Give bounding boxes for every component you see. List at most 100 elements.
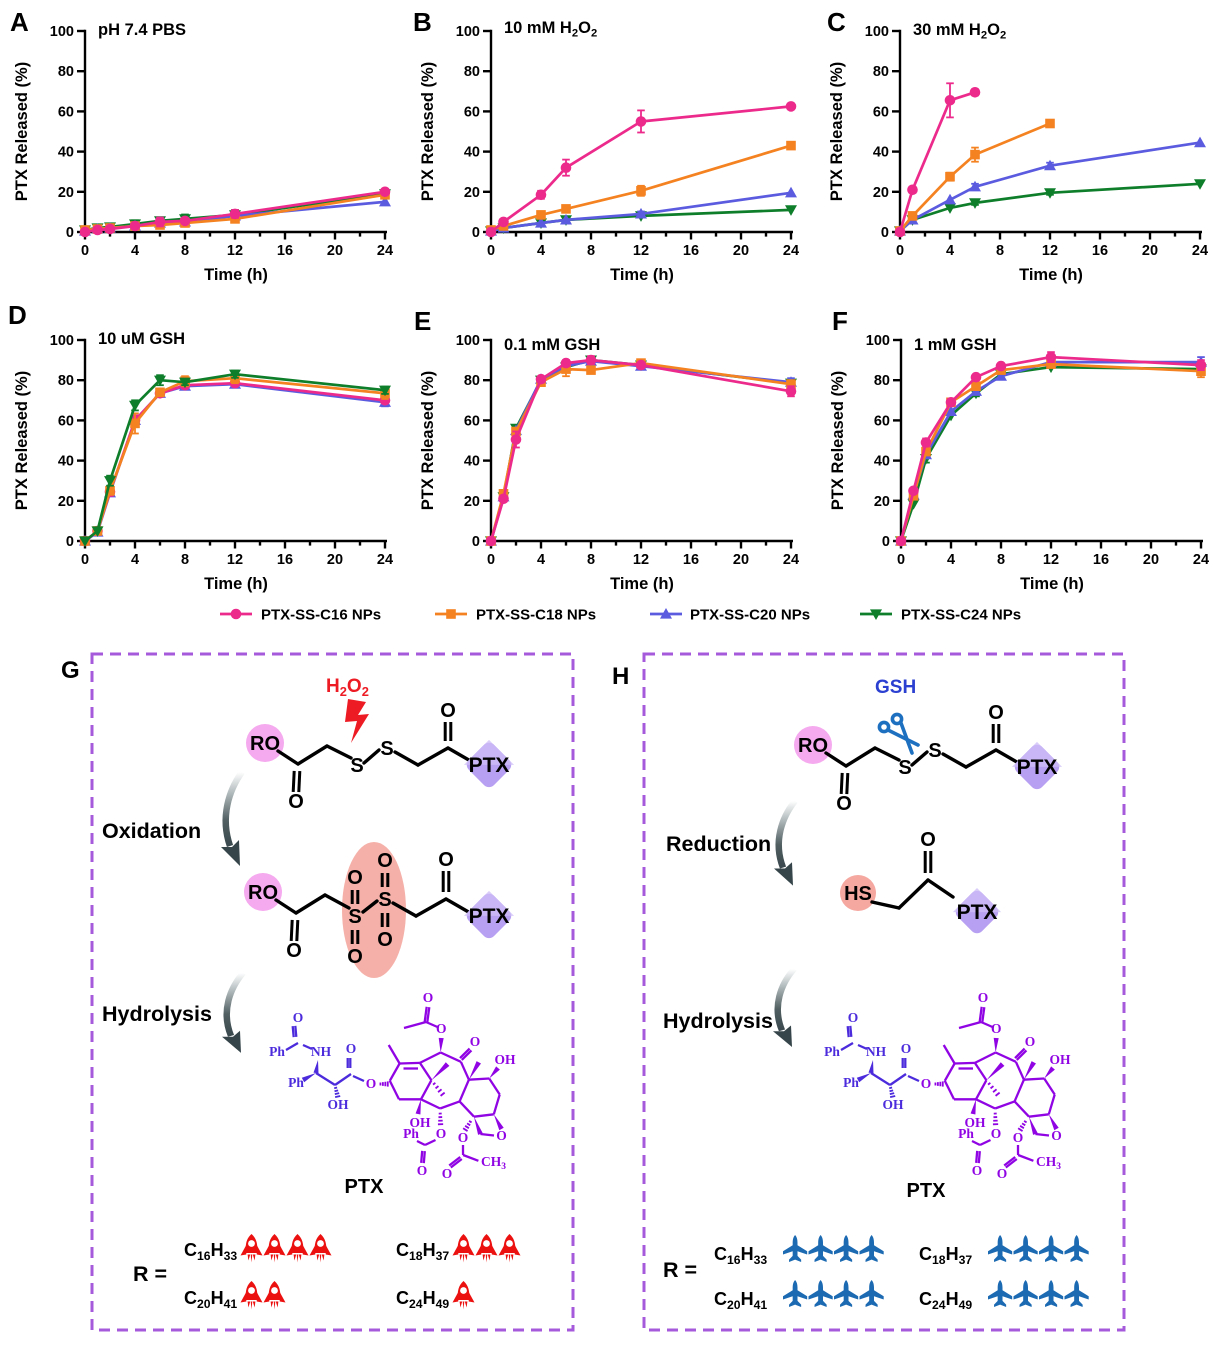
svg-text:PTX: PTX — [1017, 756, 1058, 779]
svg-text:D: D — [8, 300, 27, 330]
svg-text:O: O — [377, 850, 393, 872]
svg-text:4: 4 — [131, 243, 139, 259]
svg-text:OH: OH — [1049, 1052, 1071, 1067]
svg-text:0: 0 — [66, 225, 74, 241]
svg-text:O: O — [997, 1166, 1008, 1181]
svg-text:60: 60 — [874, 413, 890, 429]
svg-text:Ph: Ph — [403, 1126, 419, 1141]
svg-text:8: 8 — [587, 243, 595, 259]
svg-text:E: E — [414, 306, 431, 336]
svg-text:O: O — [901, 1041, 912, 1056]
svg-text:100: 100 — [866, 333, 890, 349]
svg-text:100: 100 — [50, 24, 74, 40]
svg-text:PTX Released (%): PTX Released (%) — [829, 371, 847, 510]
svg-text:O: O — [1025, 1034, 1036, 1049]
svg-text:Time (h): Time (h) — [610, 575, 674, 593]
svg-text:S: S — [348, 906, 361, 928]
svg-text:RO: RO — [248, 882, 278, 904]
svg-text:Hydrolysis: Hydrolysis — [102, 1002, 212, 1026]
svg-text:O: O — [978, 990, 989, 1005]
svg-text:O: O — [470, 1034, 481, 1049]
svg-text:40: 40 — [873, 145, 889, 161]
svg-text:O: O — [921, 1076, 932, 1091]
svg-text:O: O — [417, 1163, 428, 1178]
svg-text:12: 12 — [227, 243, 243, 259]
svg-text:80: 80 — [873, 64, 889, 80]
svg-text:16: 16 — [277, 552, 293, 568]
svg-text:100: 100 — [865, 24, 889, 40]
svg-text:O: O — [920, 829, 936, 851]
svg-text:4: 4 — [947, 552, 955, 568]
svg-text:Time (h): Time (h) — [1020, 575, 1084, 593]
svg-text:PTX: PTX — [907, 1180, 947, 1202]
svg-text:Time (h): Time (h) — [1019, 266, 1083, 284]
svg-text:S: S — [380, 738, 393, 760]
svg-text:20: 20 — [874, 494, 890, 510]
svg-text:40: 40 — [874, 454, 890, 470]
svg-text:O: O — [988, 702, 1004, 724]
svg-text:4: 4 — [946, 243, 954, 259]
svg-text:O: O — [848, 1010, 859, 1025]
svg-text:4: 4 — [131, 552, 139, 568]
svg-text:O: O — [347, 867, 363, 889]
svg-text:24: 24 — [1192, 243, 1208, 259]
svg-text:O: O — [377, 929, 393, 951]
svg-text:Hydrolysis: Hydrolysis — [663, 1009, 773, 1033]
svg-text:16: 16 — [683, 243, 699, 259]
svg-text:20: 20 — [58, 185, 74, 201]
svg-text:PTX Released (%): PTX Released (%) — [419, 62, 437, 201]
svg-text:Ph: Ph — [288, 1075, 304, 1090]
svg-text:S: S — [928, 740, 941, 762]
svg-text:60: 60 — [464, 413, 480, 429]
svg-text:F: F — [832, 306, 848, 336]
svg-text:20: 20 — [464, 185, 480, 201]
svg-text:0: 0 — [882, 534, 890, 550]
svg-text:0: 0 — [487, 552, 495, 568]
svg-text:PTX Released (%): PTX Released (%) — [13, 371, 31, 510]
svg-text:12: 12 — [227, 552, 243, 568]
svg-text:Time (h): Time (h) — [610, 266, 674, 284]
svg-text:O: O — [423, 990, 434, 1005]
svg-text:8: 8 — [996, 243, 1004, 259]
svg-text:8: 8 — [997, 552, 1005, 568]
svg-text:30 mM H2​O2​: 30 mM H2​O2​ — [913, 21, 1006, 42]
svg-text:HS: HS — [844, 883, 872, 905]
svg-text:O: O — [347, 946, 363, 968]
svg-text:OH: OH — [882, 1097, 904, 1112]
svg-text:RO: RO — [798, 735, 828, 757]
svg-text:40: 40 — [58, 145, 74, 161]
svg-text:PTX Released (%): PTX Released (%) — [13, 62, 31, 201]
svg-text:PTX Released (%): PTX Released (%) — [828, 62, 846, 201]
svg-text:G: G — [61, 657, 80, 684]
svg-text:24: 24 — [783, 243, 799, 259]
svg-text:0: 0 — [66, 534, 74, 550]
svg-text:80: 80 — [464, 64, 480, 80]
svg-text:20: 20 — [1143, 552, 1159, 568]
svg-text:0: 0 — [897, 552, 905, 568]
svg-text:80: 80 — [58, 373, 74, 389]
svg-text:0: 0 — [896, 243, 904, 259]
svg-text:100: 100 — [456, 333, 480, 349]
svg-text:Ph: Ph — [958, 1126, 974, 1141]
svg-text:10 uM GSH: 10 uM GSH — [98, 330, 185, 348]
svg-text:0.1 mM GSH: 0.1 mM GSH — [504, 336, 600, 354]
svg-text:O: O — [286, 940, 302, 962]
svg-text:O: O — [991, 1126, 1002, 1141]
svg-text:O: O — [293, 1010, 304, 1025]
svg-text:20: 20 — [733, 552, 749, 568]
svg-text:12: 12 — [1043, 552, 1059, 568]
svg-text:O: O — [972, 1163, 983, 1178]
svg-text:10 mM H2​O2​: 10 mM H2​O2​ — [504, 19, 597, 40]
svg-text:4: 4 — [537, 243, 545, 259]
svg-text:80: 80 — [464, 373, 480, 389]
svg-text:16: 16 — [1092, 243, 1108, 259]
svg-text:12: 12 — [633, 243, 649, 259]
svg-text:16: 16 — [683, 552, 699, 568]
svg-text:RO: RO — [250, 733, 280, 755]
svg-text:8: 8 — [587, 552, 595, 568]
svg-text:O: O — [366, 1076, 377, 1091]
svg-text:60: 60 — [58, 413, 74, 429]
svg-text:S: S — [350, 755, 363, 777]
svg-text:40: 40 — [58, 454, 74, 470]
svg-text:O: O — [440, 700, 456, 722]
